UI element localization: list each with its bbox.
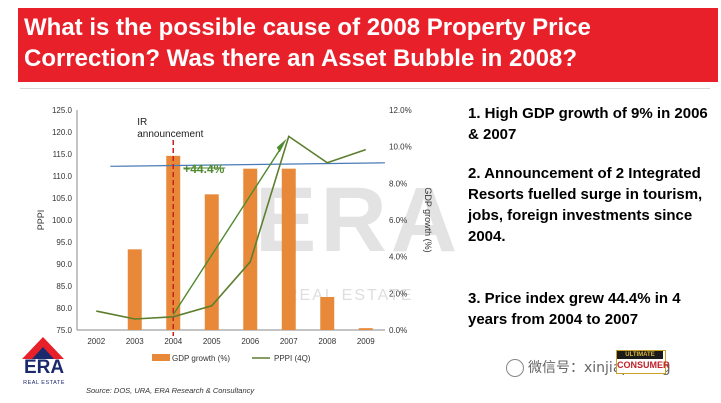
y2-tick-label: 2.0% <box>389 289 407 298</box>
bullet-resorts: 2. Announcement of 2 Integrated Resorts … <box>468 165 703 245</box>
rise-arrowhead <box>276 138 287 153</box>
y-tick-label: 85.0 <box>56 282 72 291</box>
gdp-bar <box>204 194 219 330</box>
title-line-2: Correction? Was there an Asset Bubble in… <box>24 45 578 72</box>
y2-tick-label: 6.0% <box>389 216 407 225</box>
y2-tick-label: 12.0% <box>389 106 412 115</box>
ir-announcement-label: IR <box>137 117 147 128</box>
stamp-top-label: ULTIMATE <box>617 351 663 359</box>
x-tick-label: 2006 <box>241 337 259 346</box>
y-tick-label: 120.0 <box>52 128 73 137</box>
bullet-price-index: 3. Price index grew 44.4% in 4 years fro… <box>468 290 681 328</box>
gdp-bar <box>358 328 373 330</box>
gdp-pppi-chart: 75.0 80.0 85.0 90.0 95.0 100.0 105.0 110.0 115.0… <box>36 106 433 363</box>
gdp-bar <box>320 297 335 330</box>
gdp-bar <box>166 155 181 330</box>
x-tick-label: 2009 <box>357 337 375 346</box>
rise-arrow <box>172 144 284 315</box>
x-tick-label: 2008 <box>318 337 336 346</box>
legend-gdp-swatch <box>152 354 170 361</box>
y-tick-label: 115.0 <box>53 150 73 159</box>
trend-line <box>110 162 386 167</box>
y2-tick-label: 0.0% <box>389 326 407 335</box>
y-tick-label: 80.0 <box>56 304 72 313</box>
y-axis-title: PPPI <box>36 210 46 231</box>
gdp-bar <box>127 249 142 330</box>
source-note: Source: DOS, URA, ERA Research & Consult… <box>86 386 255 395</box>
y-tick-label: 90.0 <box>56 260 72 269</box>
era-logo <box>18 333 68 395</box>
logo-subtext: REAL ESTATE <box>23 380 65 386</box>
change-annotation-label: +44.4% <box>183 162 224 176</box>
legend-gdp-label: GDP growth (%) <box>172 354 230 363</box>
gdp-bar <box>243 168 258 330</box>
era-watermark-subtext: REAL ESTATE <box>286 287 414 304</box>
x-tick-label: 2002 <box>87 337 105 346</box>
x-tick-label: 2007 <box>280 337 298 346</box>
stamp-bottom-label: CONSUMER <box>617 360 670 370</box>
x-tick-label: 2004 <box>164 337 182 346</box>
y2-axis-title: GDP growth (%) <box>423 187 433 252</box>
y-tick-label: 75.0 <box>56 326 72 335</box>
ir-announcement-label: announcement <box>137 129 203 140</box>
x-tick-label: 2005 <box>203 337 221 346</box>
y2-tick-label: 8.0% <box>389 179 407 188</box>
slide-title: What is the possible cause of 2008 Prope… <box>24 12 714 74</box>
title-line-1: What is the possible cause of 2008 Prope… <box>24 14 591 41</box>
gdp-bar <box>281 168 296 330</box>
bullet-gdp: 1. High GDP growth of 9% in 2006 & 2007 <box>468 105 708 143</box>
title-banner <box>18 8 718 82</box>
legend-pppi-label: PPPI (4Q) <box>274 354 311 363</box>
y2-tick-label: 4.0% <box>389 253 407 262</box>
y-tick-label: 100.0 <box>52 216 73 225</box>
wechat-icon <box>506 359 524 377</box>
divider <box>20 88 710 89</box>
x-tick-label: 2003 <box>126 337 144 346</box>
logo-text: ERA <box>23 357 65 378</box>
y-tick-label: 105.0 <box>52 194 73 203</box>
y2-tick-label: 10.0% <box>389 143 412 152</box>
y-tick-label: 110.0 <box>53 172 73 181</box>
pppi-line <box>96 135 367 320</box>
y-tick-label: 95.0 <box>56 238 72 247</box>
y-tick-label: 125.0 <box>52 106 73 115</box>
